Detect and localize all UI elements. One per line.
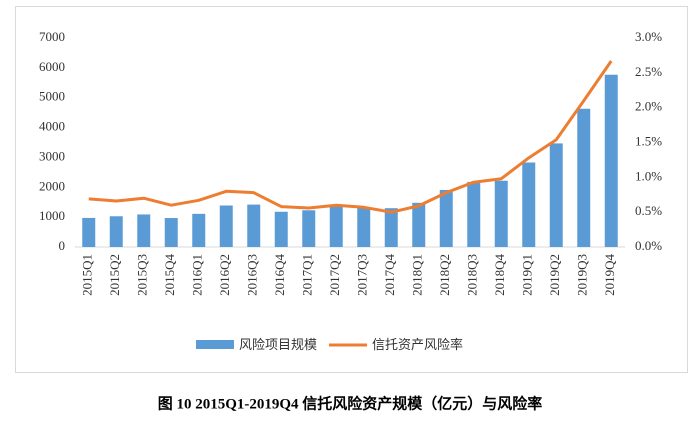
x-tick-label: 2017Q4 bbox=[382, 254, 397, 296]
y2-tick-label: 2.5% bbox=[635, 64, 662, 79]
bar bbox=[577, 108, 591, 247]
y2-tick-label: 0.5% bbox=[635, 203, 662, 218]
x-tick-label: 2018Q3 bbox=[465, 254, 480, 296]
legend-swatch bbox=[196, 340, 234, 349]
bar bbox=[274, 211, 288, 247]
bar bbox=[522, 162, 536, 247]
x-tick-label: 2015Q1 bbox=[80, 254, 95, 296]
bar bbox=[357, 207, 371, 247]
bar bbox=[604, 74, 618, 247]
y2-tick-label: 0.0% bbox=[635, 238, 662, 253]
x-tick-label: 2015Q3 bbox=[135, 254, 150, 296]
x-tick-label: 2019Q3 bbox=[575, 254, 590, 296]
bar bbox=[82, 217, 96, 247]
x-tick-label: 2018Q4 bbox=[492, 254, 507, 296]
y-tick-label: 0 bbox=[59, 238, 66, 253]
y2-tick-label: 1.5% bbox=[635, 133, 662, 148]
bar bbox=[164, 218, 178, 247]
bar bbox=[247, 204, 261, 247]
x-tick-label: 2018Q2 bbox=[437, 254, 452, 296]
legend-label: 信托资产风险率 bbox=[372, 337, 463, 352]
bar bbox=[467, 181, 481, 247]
chart-frame bbox=[15, 6, 688, 373]
x-tick-label: 2015Q2 bbox=[107, 254, 122, 296]
y-tick-label: 5000 bbox=[39, 89, 65, 104]
y-tick-label: 3000 bbox=[39, 148, 65, 163]
bar bbox=[219, 205, 233, 247]
x-tick-label: 2017Q1 bbox=[300, 254, 315, 296]
x-tick-label: 2018Q1 bbox=[410, 254, 425, 296]
x-tick-label: 2016Q4 bbox=[272, 254, 287, 296]
bar bbox=[137, 214, 151, 247]
x-tick-label: 2017Q3 bbox=[355, 254, 370, 296]
bar bbox=[439, 189, 453, 247]
bar bbox=[192, 213, 206, 247]
x-tick-label: 2016Q2 bbox=[217, 254, 232, 296]
legend-label: 风险项目规模 bbox=[239, 337, 317, 352]
x-tick-label: 2016Q3 bbox=[245, 254, 260, 296]
y2-tick-label: 3.0% bbox=[635, 29, 662, 44]
caption: 图 10 2015Q1-2019Q4 信托风险资产规模（亿元）与风险率 bbox=[158, 394, 543, 412]
bar bbox=[412, 202, 426, 247]
x-tick-label: 2016Q1 bbox=[190, 254, 205, 296]
y-tick-label: 2000 bbox=[39, 178, 65, 193]
y-tick-label: 6000 bbox=[39, 59, 65, 74]
bar bbox=[302, 210, 316, 247]
line bbox=[88, 60, 613, 214]
x-tick-label: 2015Q4 bbox=[162, 254, 177, 296]
bar bbox=[494, 180, 508, 247]
x-tick-label: 2019Q2 bbox=[547, 254, 562, 296]
x-tick-label: 2019Q4 bbox=[602, 254, 617, 296]
x-tick-label: 2019Q1 bbox=[520, 254, 535, 296]
bar bbox=[549, 143, 563, 247]
y-tick-label: 7000 bbox=[39, 29, 65, 44]
bar bbox=[329, 206, 343, 247]
y2-tick-label: 2.0% bbox=[635, 99, 662, 114]
y-tick-label: 1000 bbox=[39, 208, 65, 223]
bar bbox=[384, 208, 398, 247]
bar bbox=[109, 216, 123, 247]
y2-tick-label: 1.0% bbox=[635, 168, 662, 183]
y-tick-label: 4000 bbox=[39, 119, 65, 134]
x-tick-label: 2017Q2 bbox=[327, 254, 342, 296]
